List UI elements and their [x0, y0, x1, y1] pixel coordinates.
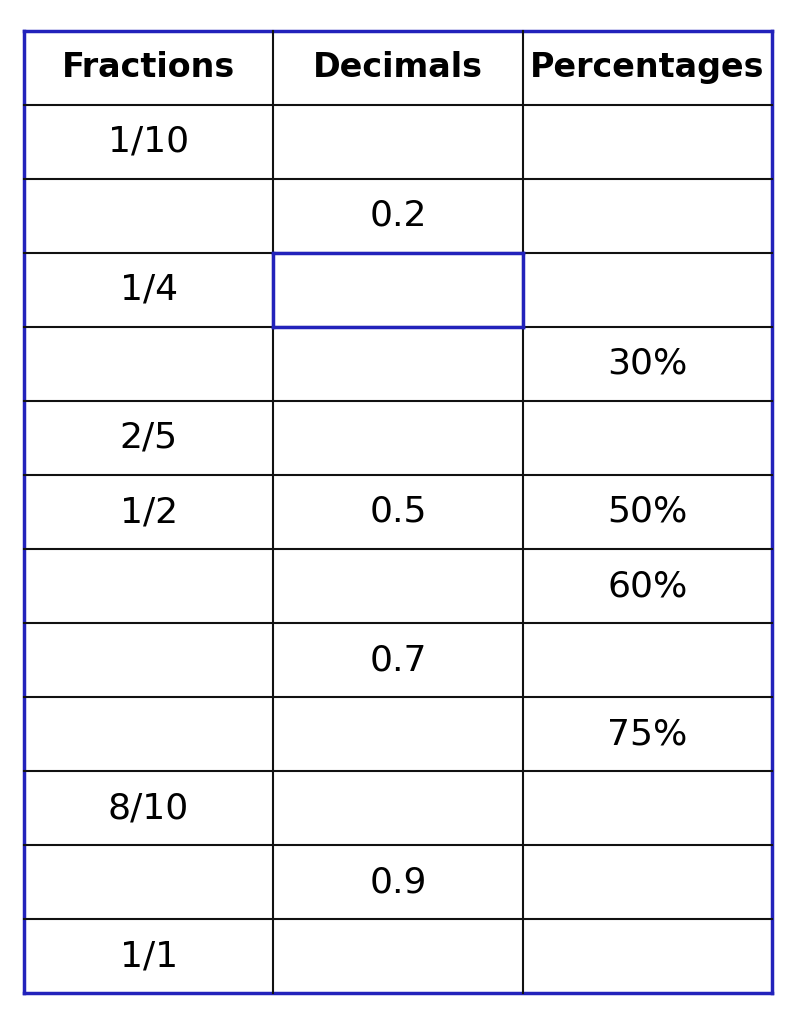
Bar [273, 253, 523, 327]
Bar [523, 104, 772, 179]
Text: 1/10: 1/10 [108, 125, 189, 159]
Bar [523, 253, 772, 327]
Bar [24, 475, 273, 549]
Bar [24, 327, 273, 401]
Text: 8/10: 8/10 [108, 792, 189, 825]
Bar [24, 920, 273, 993]
Text: 60%: 60% [607, 569, 688, 603]
Bar [24, 253, 273, 327]
Bar [24, 179, 273, 253]
Text: 0.5: 0.5 [369, 495, 427, 529]
Text: 0.9: 0.9 [369, 865, 427, 899]
Bar [24, 31, 273, 104]
Text: 1/1: 1/1 [119, 939, 178, 973]
Text: Percentages: Percentages [530, 51, 765, 84]
Bar [24, 549, 273, 623]
Bar [523, 475, 772, 549]
Bar [24, 845, 273, 920]
Text: 0.2: 0.2 [369, 199, 427, 232]
Bar [523, 549, 772, 623]
Bar [273, 920, 523, 993]
Bar [273, 845, 523, 920]
Text: 2/5: 2/5 [119, 421, 178, 455]
Bar [273, 179, 523, 253]
Bar [523, 327, 772, 401]
Text: 50%: 50% [607, 495, 688, 529]
Bar [273, 623, 523, 697]
Bar [523, 31, 772, 104]
Bar [523, 845, 772, 920]
Text: 1/4: 1/4 [119, 272, 178, 307]
Text: 75%: 75% [607, 717, 688, 752]
Bar [273, 475, 523, 549]
Bar [273, 401, 523, 475]
Text: 1/2: 1/2 [119, 495, 178, 529]
Bar [273, 327, 523, 401]
Bar [24, 771, 273, 845]
Bar [523, 623, 772, 697]
Bar [523, 697, 772, 771]
Text: Decimals: Decimals [313, 51, 483, 84]
Text: 0.7: 0.7 [369, 643, 427, 677]
Text: Fractions: Fractions [62, 51, 235, 84]
Text: 30%: 30% [607, 347, 688, 381]
Bar [273, 549, 523, 623]
Bar [24, 401, 273, 475]
Bar [24, 104, 273, 179]
Bar [273, 697, 523, 771]
Bar [24, 697, 273, 771]
Bar [24, 623, 273, 697]
Bar [273, 771, 523, 845]
Bar [523, 179, 772, 253]
Bar [273, 31, 523, 104]
Bar [523, 401, 772, 475]
Bar [523, 920, 772, 993]
Bar [273, 104, 523, 179]
Bar [523, 771, 772, 845]
